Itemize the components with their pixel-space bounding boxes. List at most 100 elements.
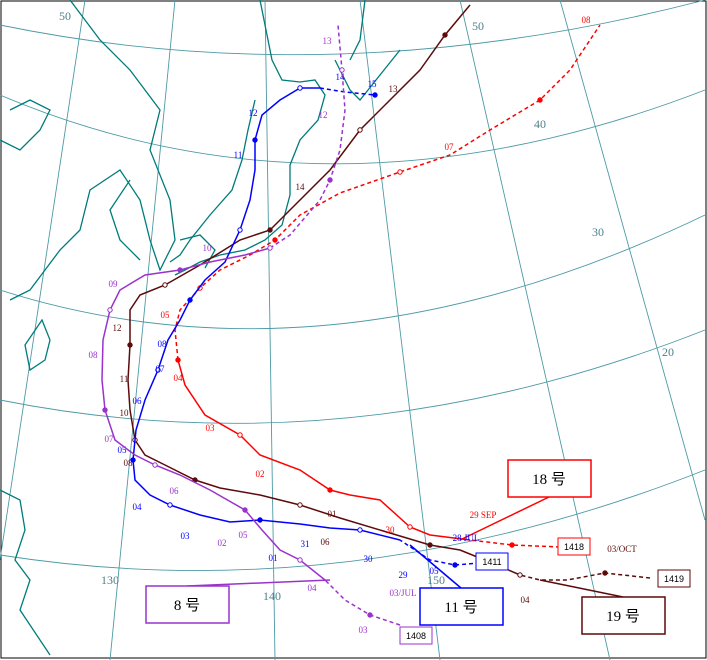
track-point <box>175 357 181 363</box>
track-date-label: 02 <box>256 469 265 479</box>
track-date-label: 06 <box>133 396 143 406</box>
track-date-label: 03/OCT <box>607 544 637 554</box>
track-id: 1411 <box>482 557 501 567</box>
track-date-label: 01 <box>328 509 337 519</box>
coastlines <box>0 0 401 656</box>
track-point <box>162 282 168 288</box>
track-line <box>174 24 601 361</box>
track-date-label: 14 <box>296 182 306 192</box>
track-point <box>267 227 273 233</box>
track-id-box <box>557 537 591 556</box>
track-date-label: 04 <box>133 502 143 512</box>
track-date-label: 04 <box>308 583 318 593</box>
track-point <box>177 267 183 273</box>
grid-label: 40 <box>534 117 546 131</box>
track-date-label: 06 <box>170 486 180 496</box>
track-date-label: 12 <box>319 110 328 120</box>
track-id: 1418 <box>564 542 584 552</box>
track-line <box>324 579 401 626</box>
track-date-label: 30 <box>364 554 374 564</box>
track-point <box>407 524 413 530</box>
grid-label: 30 <box>592 225 604 239</box>
typhoon-track: 29 SEP 30 02 03 04 05 07 08 1418 18 号 <box>161 15 601 556</box>
track-point <box>297 557 303 563</box>
grid-label: 130 <box>101 573 119 587</box>
typhoon-track: 03/OCT 04 01 06 08 10 11 12 14 13 1419 19 号 <box>113 4 691 635</box>
track-date-label: 29 SEP <box>470 510 497 520</box>
track-point <box>327 177 333 183</box>
track-point <box>427 542 433 548</box>
callout-label: 18 号 <box>532 472 566 488</box>
track-point <box>602 570 608 576</box>
track-date-label: 05 <box>118 445 128 455</box>
track-point <box>267 245 273 251</box>
track-date-label: 31 <box>301 539 310 549</box>
grid-label: 50 <box>472 19 484 33</box>
track-date-label: 30 <box>386 525 396 535</box>
track-point <box>272 237 278 243</box>
track-date-label: 10 <box>203 243 213 253</box>
track-date-label: 07 <box>156 364 166 374</box>
track-point <box>167 502 173 508</box>
callout-leader <box>186 579 331 587</box>
track-line <box>269 24 346 249</box>
track-line <box>177 359 471 541</box>
track-point <box>327 487 333 493</box>
track-point <box>187 297 193 303</box>
track-line <box>469 539 561 548</box>
track-id-box <box>475 552 509 571</box>
track-date-label: 07 <box>445 142 455 152</box>
track-id: 1419 <box>664 574 684 584</box>
track-date-label: 07 <box>105 434 115 444</box>
track-point <box>442 32 448 38</box>
track-point <box>397 169 403 175</box>
track-point <box>252 137 258 143</box>
track-point <box>517 572 523 578</box>
track-date-label: 09 <box>109 279 119 289</box>
track-date-label: 12 <box>249 108 258 118</box>
grid-label: 150 <box>427 573 445 587</box>
track-date-label: 05 <box>430 566 440 576</box>
track-date-label: 12 <box>113 323 122 333</box>
track-date-label: 11 <box>120 374 129 384</box>
grid-label: 20 <box>662 345 674 359</box>
track-point <box>297 502 303 508</box>
track-point <box>127 342 133 348</box>
track-date-label: 04 <box>174 373 184 383</box>
track-date-label: 03/JUL <box>390 588 417 598</box>
track-date-label: 14 <box>336 72 346 82</box>
track-date-label: 15 <box>368 79 378 89</box>
callout-leader <box>539 579 624 598</box>
track-date-label: 08 <box>582 15 592 25</box>
typhoon-track: 03 04 05 06 07 08 09 10 12 13 02 03/JUL 14 08 8 号 <box>89 24 433 645</box>
track-line <box>101 247 326 581</box>
track-date-label: 11 <box>234 150 243 160</box>
track-point <box>509 542 515 548</box>
track-date-label: 03 <box>359 625 369 635</box>
track-point <box>339 67 345 73</box>
track-date-label: 13 <box>323 36 333 46</box>
track-date-label: 04 <box>521 595 531 605</box>
track-point <box>452 562 458 568</box>
track-point <box>537 97 543 103</box>
track-line <box>127 4 521 576</box>
callout-label: 8 号 <box>174 598 200 614</box>
track-point <box>237 432 243 438</box>
track-point <box>297 85 303 91</box>
track-date-label: 08 <box>158 339 168 349</box>
track-point <box>237 227 243 233</box>
track-point <box>367 612 373 618</box>
callout-box <box>581 596 666 635</box>
track-id-box <box>657 569 691 588</box>
track-line <box>519 572 651 581</box>
track-date-label: 29 <box>399 570 409 580</box>
callout-label: 19 号 <box>606 609 640 625</box>
track-date-label: 08 <box>124 458 134 468</box>
callout-label: 11 号 <box>444 600 477 616</box>
track-date-label: 03 <box>181 531 191 541</box>
track-point <box>107 307 113 313</box>
callout-leader <box>409 544 462 589</box>
